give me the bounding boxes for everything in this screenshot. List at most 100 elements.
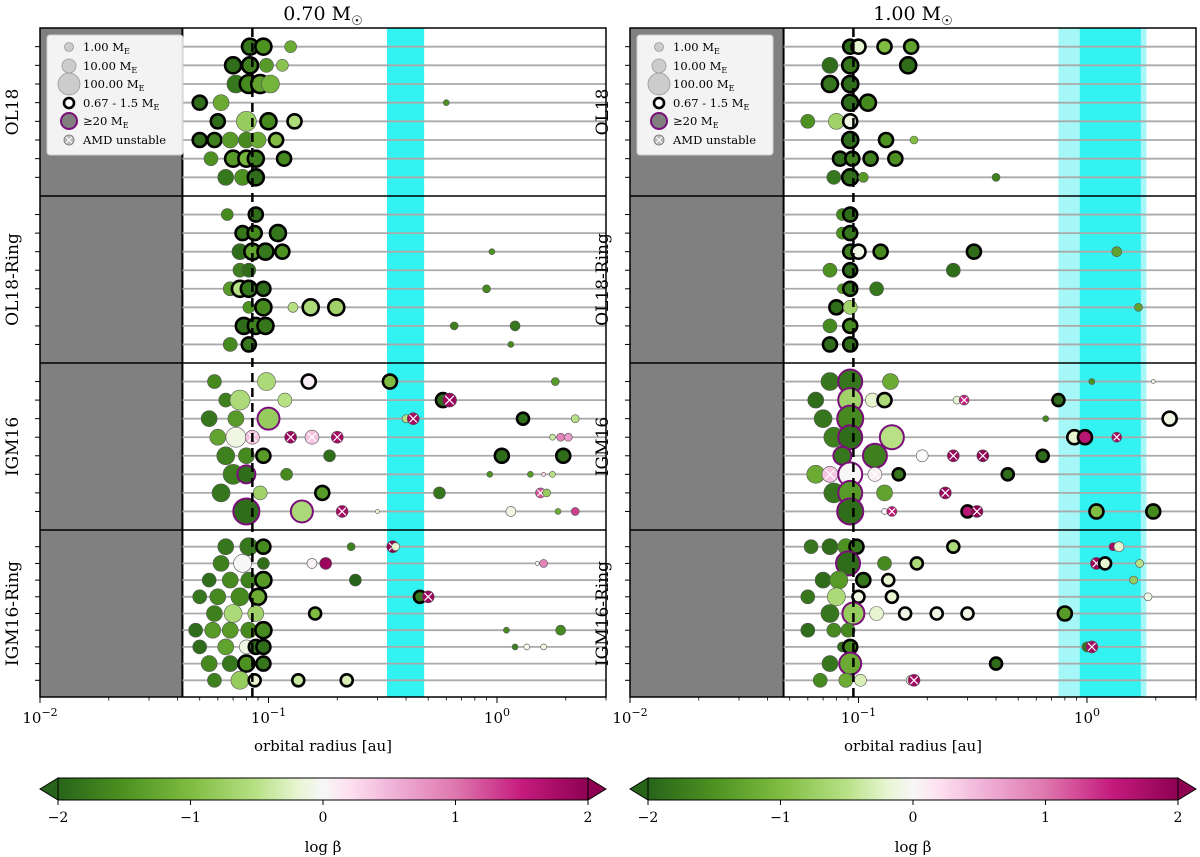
planet-marker xyxy=(858,172,869,183)
planet-marker xyxy=(223,56,243,75)
legend-box xyxy=(636,34,774,156)
planet-marker xyxy=(841,206,859,223)
planet-marker xyxy=(827,587,846,607)
x-tick-label: 10−1 xyxy=(251,706,286,727)
planet-marker xyxy=(267,131,285,149)
planet-marker xyxy=(274,243,291,260)
planet-marker xyxy=(814,571,832,589)
planet-marker xyxy=(807,391,825,409)
planet-marker xyxy=(280,468,293,481)
legend-earth-like-subscript: E xyxy=(154,103,160,112)
planet-marker xyxy=(241,262,257,278)
legend-earth-like-marker xyxy=(62,96,76,110)
planet-marker xyxy=(1097,556,1113,571)
legend-earth-like-text: 0.67 - 1.5 M xyxy=(673,96,744,110)
planet-marker xyxy=(252,485,268,501)
planet-marker xyxy=(1113,541,1125,553)
planet-marker xyxy=(887,150,904,167)
planet-marker xyxy=(1088,378,1096,385)
planet-marker xyxy=(1134,303,1143,312)
legend-giant-label: ≥20 ME xyxy=(83,114,129,130)
planet-marker xyxy=(381,373,399,390)
planet-marker xyxy=(821,57,839,74)
colorbar-tick-label: 0 xyxy=(909,810,918,826)
amd-unstable-cross xyxy=(882,509,887,514)
x-axis-label: orbital radius [au] xyxy=(254,737,392,755)
planet-marker xyxy=(841,113,859,130)
planet-marker xyxy=(254,37,273,56)
planet-marker xyxy=(204,621,222,639)
planet-marker xyxy=(206,605,223,622)
planet-marker xyxy=(349,573,362,587)
legend-size-text: 100.00 M xyxy=(673,77,729,91)
planet-marker xyxy=(192,639,208,655)
planet-marker xyxy=(876,391,893,409)
panel-title: 0.70 M☉ xyxy=(283,3,362,29)
planet-marker xyxy=(842,300,858,315)
planet-marker xyxy=(549,433,556,441)
legend-size-marker xyxy=(647,72,671,96)
panel-title: 1.00 M☉ xyxy=(873,3,952,29)
planet-marker xyxy=(821,655,839,672)
planet-marker xyxy=(869,606,884,621)
planet-marker xyxy=(820,372,840,391)
legend-size-label: 100.00 ME xyxy=(83,77,145,93)
colorbar-extend-high xyxy=(1177,777,1197,801)
planet-marker xyxy=(877,131,895,149)
planet-marker xyxy=(207,672,222,688)
planet-marker xyxy=(247,672,262,688)
legend-giant-text: ≥20 M xyxy=(83,114,123,128)
planet-marker xyxy=(826,622,842,638)
planet-marker xyxy=(800,589,816,605)
legend-size-text: 1.00 M xyxy=(83,40,124,54)
planet-marker xyxy=(898,56,918,75)
planet-marker xyxy=(284,40,297,53)
planet-marker xyxy=(841,336,859,353)
planet-marker xyxy=(820,74,840,94)
planet-marker xyxy=(1150,379,1156,384)
planet-marker xyxy=(217,638,235,656)
amd-unstable-cross xyxy=(286,433,295,442)
planet-marker xyxy=(841,261,859,279)
legend-unstable-cross xyxy=(655,136,663,144)
planet-marker xyxy=(555,624,566,636)
legend-size-text: 1.00 M xyxy=(673,40,714,54)
planet-marker xyxy=(239,279,259,299)
planet-marker xyxy=(946,262,961,278)
planet-marker xyxy=(236,464,257,485)
row-group-label: OL18 xyxy=(593,89,613,136)
planet-marker xyxy=(840,74,860,94)
planet-marker xyxy=(515,411,531,426)
colorbar-tick-label: 1 xyxy=(451,810,460,826)
x-tick-base: 10 xyxy=(22,709,41,727)
planet-marker xyxy=(216,446,236,466)
amd-unstable-cross xyxy=(536,489,544,497)
planet-marker xyxy=(822,262,838,278)
planet-marker xyxy=(268,223,288,243)
planet-marker xyxy=(239,537,259,557)
planet-marker xyxy=(511,643,519,651)
planet-marker xyxy=(326,298,346,317)
planet-marker xyxy=(1144,503,1162,520)
colorbar-label: log β xyxy=(895,838,932,856)
planet-marker xyxy=(246,224,263,242)
planet-marker xyxy=(256,406,281,431)
planet-marker xyxy=(540,643,547,651)
planet-marker xyxy=(1035,448,1050,464)
legend-size-label: 1.00 ME xyxy=(673,40,720,56)
legend-earth-like-marker xyxy=(652,96,666,110)
row-group-label: OL18-Ring xyxy=(593,233,613,326)
colorbar-gradient xyxy=(57,777,589,801)
planet-marker xyxy=(433,486,446,500)
planet-marker xyxy=(307,606,323,621)
planet-marker xyxy=(836,497,865,526)
planet-marker xyxy=(203,151,219,166)
planet-marker xyxy=(554,447,572,465)
amd-unstable-cross xyxy=(307,432,317,442)
planet-marker xyxy=(223,604,243,623)
legend-earth-like-subscript: E xyxy=(744,103,750,112)
row-group-label: IGM16-Ring xyxy=(3,561,23,666)
planet-marker xyxy=(255,655,272,672)
planet-marker xyxy=(826,170,842,185)
planet-marker xyxy=(287,302,299,313)
